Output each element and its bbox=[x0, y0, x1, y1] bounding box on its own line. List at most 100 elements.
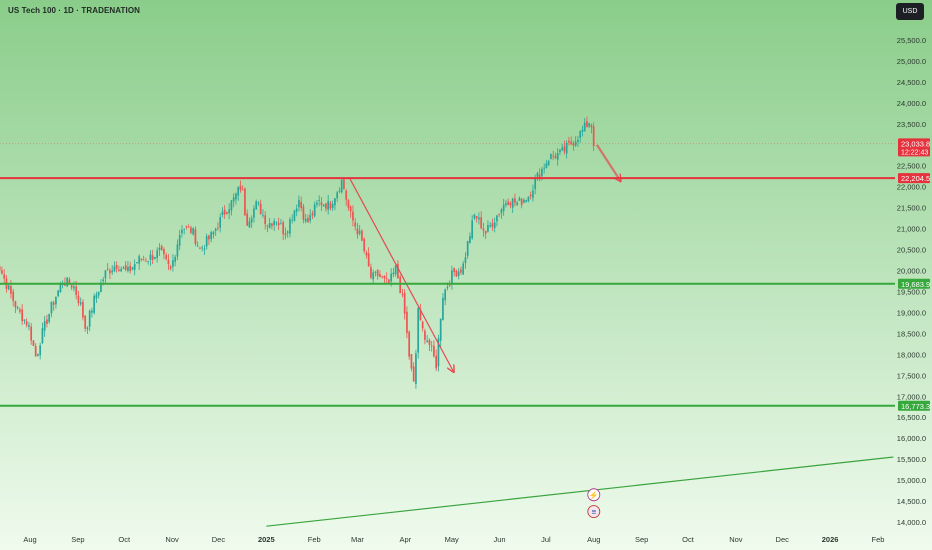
price-tick-label: 21,000.0 bbox=[897, 225, 926, 234]
candle bbox=[367, 247, 370, 267]
candle bbox=[572, 140, 575, 151]
candle-body bbox=[424, 330, 426, 340]
candle-body bbox=[547, 160, 550, 166]
price-tick-label: 15,500.0 bbox=[897, 455, 926, 464]
us-flag-event[interactable]: ≡ bbox=[587, 505, 601, 518]
candle bbox=[264, 211, 267, 230]
candle-body bbox=[185, 226, 188, 228]
candle bbox=[237, 186, 240, 201]
candle-body bbox=[376, 269, 379, 276]
candle-body bbox=[415, 353, 417, 384]
candle bbox=[14, 300, 17, 314]
candle bbox=[394, 264, 397, 277]
projection-arrow[interactable] bbox=[595, 144, 620, 181]
candle-body bbox=[419, 309, 422, 321]
price-tick-label: 24,000.0 bbox=[897, 99, 926, 108]
candle-body bbox=[588, 123, 591, 127]
candle-body bbox=[406, 311, 408, 334]
candle bbox=[430, 340, 433, 352]
candle-body bbox=[451, 270, 453, 284]
candle-body bbox=[408, 331, 411, 357]
candle-body bbox=[167, 259, 170, 265]
candle-body bbox=[568, 140, 570, 143]
candle-body bbox=[543, 167, 546, 169]
candle bbox=[433, 340, 435, 358]
candle-body bbox=[487, 224, 489, 232]
price-axis[interactable]: 14,000.0 14,500.0 15,000.0 15,500.0 16,000.0… bbox=[897, 36, 930, 527]
candle-body bbox=[298, 200, 300, 208]
candle-body bbox=[230, 200, 233, 211]
currency-button[interactable]: USD bbox=[896, 3, 924, 20]
time-tick-label: Aug bbox=[587, 535, 600, 544]
candle-body bbox=[343, 179, 345, 190]
candle bbox=[273, 218, 276, 231]
candle-body bbox=[574, 141, 577, 146]
candle-body bbox=[131, 267, 134, 270]
candle bbox=[7, 284, 10, 291]
candle bbox=[293, 209, 296, 222]
price-tick-label: 14,500.0 bbox=[897, 497, 926, 506]
candle bbox=[203, 244, 206, 255]
time-axis[interactable]: Aug Sep Oct Nov Dec 2025 Feb Mar Apr May Jun Jul Aug… bbox=[23, 535, 884, 544]
candle-body bbox=[39, 345, 42, 356]
earnings-event[interactable]: ⚡ bbox=[587, 488, 601, 502]
candle bbox=[502, 198, 505, 216]
candle-body bbox=[505, 203, 507, 206]
candle-body bbox=[244, 188, 246, 216]
candle bbox=[127, 260, 129, 273]
candle bbox=[437, 334, 440, 372]
price-tick-label: 17,500.0 bbox=[897, 371, 926, 380]
candle-body bbox=[433, 345, 435, 357]
price-tag[interactable] bbox=[898, 278, 930, 289]
candle bbox=[118, 265, 120, 272]
candle-body bbox=[399, 276, 402, 294]
candle bbox=[113, 261, 116, 273]
candle-body bbox=[437, 338, 440, 367]
horizontal-levels[interactable] bbox=[0, 177, 895, 407]
candle-body bbox=[471, 220, 474, 239]
price-tick-label: 19,500.0 bbox=[897, 287, 926, 296]
candle bbox=[239, 180, 242, 193]
price-tag[interactable] bbox=[898, 138, 930, 157]
candle bbox=[95, 291, 98, 304]
candle-body bbox=[577, 139, 579, 142]
candle-body bbox=[136, 262, 138, 264]
candle bbox=[300, 196, 303, 212]
price-tick-label: 25,000.0 bbox=[897, 57, 926, 66]
candle bbox=[199, 246, 201, 250]
candle bbox=[12, 288, 15, 307]
candle bbox=[358, 225, 361, 236]
candle-body bbox=[356, 228, 359, 235]
price-tag[interactable] bbox=[898, 173, 930, 184]
trend-line[interactable] bbox=[266, 456, 894, 527]
candle-body bbox=[111, 270, 114, 273]
candle bbox=[160, 244, 163, 252]
candle bbox=[586, 116, 588, 128]
candle bbox=[363, 237, 366, 254]
drawings[interactable] bbox=[0, 143, 895, 527]
candle-body bbox=[586, 121, 588, 128]
candle-body bbox=[10, 285, 12, 294]
event-markers[interactable]: ⚡≡ bbox=[587, 488, 601, 518]
candle bbox=[201, 245, 204, 252]
candle-body bbox=[214, 228, 217, 231]
down-arrow[interactable] bbox=[349, 178, 453, 371]
candle-body bbox=[480, 217, 483, 229]
candle-body bbox=[550, 154, 552, 159]
candle-body bbox=[511, 198, 514, 208]
candle bbox=[464, 252, 467, 269]
candle bbox=[442, 293, 444, 321]
candle-body bbox=[448, 285, 451, 286]
candle bbox=[262, 208, 264, 218]
price-tag[interactable] bbox=[898, 400, 930, 411]
candle-body bbox=[160, 245, 163, 250]
candle-body bbox=[381, 276, 384, 278]
candle-body bbox=[507, 201, 510, 205]
candle-body bbox=[532, 190, 534, 198]
candle bbox=[561, 143, 564, 152]
candle-body bbox=[334, 198, 336, 206]
candle bbox=[271, 222, 273, 230]
